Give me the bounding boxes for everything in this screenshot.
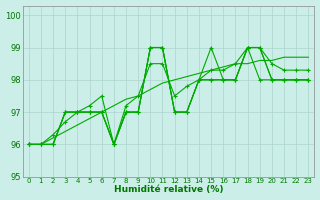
X-axis label: Humidité relative (%): Humidité relative (%) xyxy=(114,185,223,194)
